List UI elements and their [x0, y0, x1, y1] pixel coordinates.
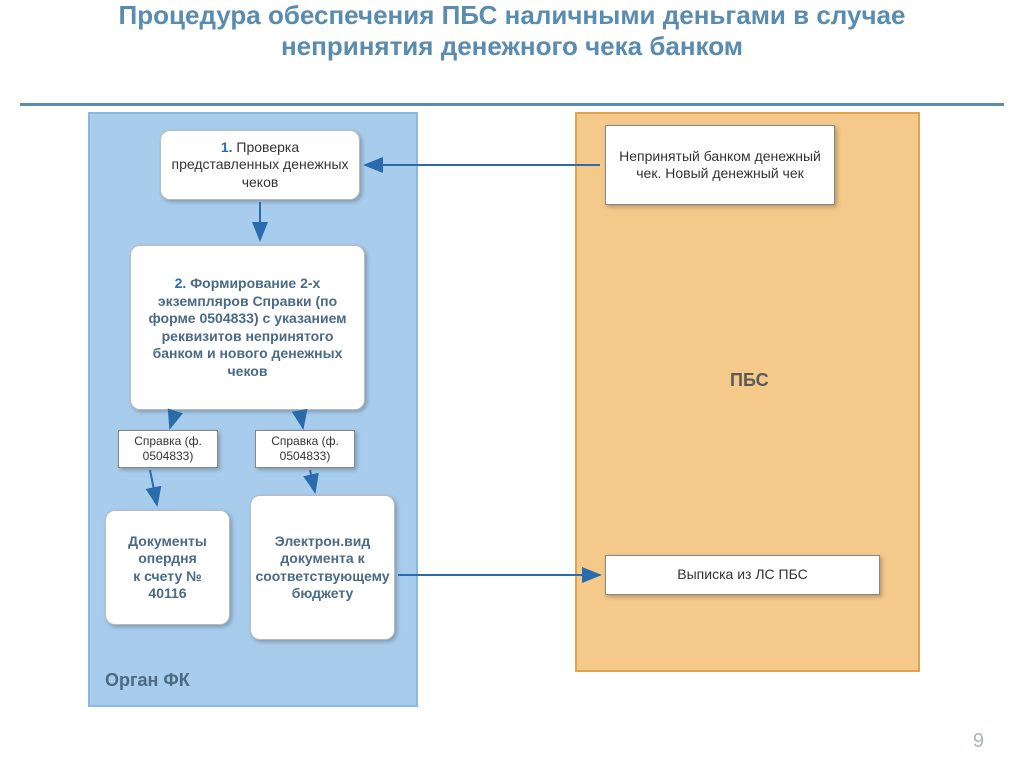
panel-left-label: Орган ФК [105, 670, 190, 691]
page-number: 9 [973, 730, 984, 753]
title-divider [20, 103, 1004, 106]
step1-text: Проверка представленных денежных чеков [171, 139, 348, 190]
node-ref-left: Справка (ф. 0504833) [118, 430, 218, 468]
node-ref-right: Справка (ф. 0504833) [255, 430, 355, 468]
node-statement: Выписка из ЛС ПБС [605, 555, 880, 595]
node-step-2: 2. Формирование 2-х экземпляров Справки … [130, 245, 365, 410]
panel-right-label: ПБС [730, 370, 769, 391]
node-step-1: 1. Проверка представленных денежных чеко… [160, 130, 360, 200]
step1-num: 1. [221, 139, 233, 155]
electronic-doc-text: Электрон.вид документа к соответствующем… [255, 533, 389, 603]
node-electronic-doc: Электрон.вид документа к соответствующем… [250, 495, 395, 640]
page-title: Процедура обеспечения ПБС наличными день… [0, 0, 1024, 62]
statement-text: Выписка из ЛС ПБС [677, 566, 807, 584]
ref-left-text: Справка (ф. 0504833) [123, 434, 213, 464]
node-docs-operday: Документы опердня к счету № 40116 [105, 510, 230, 625]
rejected-check-text: Непринятый банком денежный чек. Новый де… [614, 148, 826, 183]
step2-num: 2. [175, 275, 187, 291]
node-rejected-check: Непринятый банком денежный чек. Новый де… [605, 125, 835, 205]
ref-right-text: Справка (ф. 0504833) [260, 434, 350, 464]
docs-operday-text: Документы опердня к счету № 40116 [114, 533, 221, 603]
